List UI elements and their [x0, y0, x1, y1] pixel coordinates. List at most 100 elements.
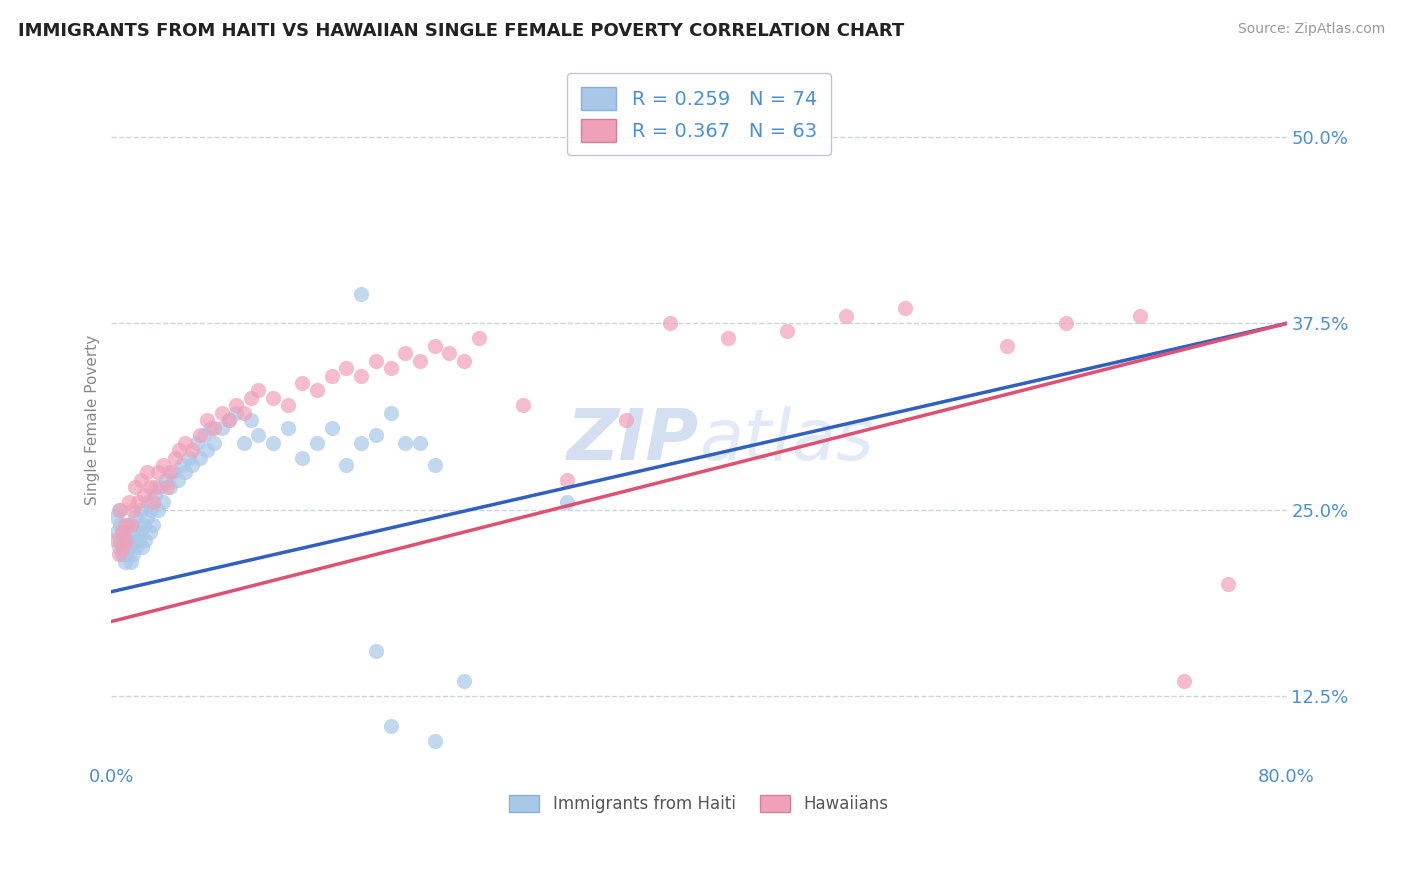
Point	[225, 398, 247, 412]
Point	[129, 502, 152, 516]
Point	[110, 517, 132, 532]
Point	[321, 368, 343, 383]
Point	[225, 406, 247, 420]
Point	[997, 339, 1019, 353]
Point	[380, 719, 402, 733]
Point	[105, 525, 128, 540]
Point	[188, 450, 211, 465]
Text: atlas: atlas	[699, 407, 873, 475]
Point	[394, 346, 416, 360]
Point	[239, 413, 262, 427]
Point	[776, 324, 799, 338]
Point	[149, 480, 172, 494]
Point	[409, 435, 432, 450]
Point	[128, 533, 150, 547]
Point	[141, 495, 163, 509]
Point	[114, 555, 136, 569]
Point	[239, 391, 262, 405]
Point	[380, 406, 402, 420]
Y-axis label: Single Female Poverty: Single Female Poverty	[86, 335, 100, 506]
Point	[114, 517, 136, 532]
Point	[555, 473, 578, 487]
Point	[124, 480, 146, 494]
Point	[307, 435, 329, 450]
Point	[893, 301, 915, 316]
Point	[232, 435, 254, 450]
Point	[394, 435, 416, 450]
Point	[156, 480, 179, 494]
Point	[350, 286, 373, 301]
Point	[132, 488, 155, 502]
Point	[111, 525, 134, 540]
Point	[195, 443, 218, 458]
Point	[277, 398, 299, 412]
Point	[122, 525, 145, 540]
Point	[129, 473, 152, 487]
Point	[125, 540, 148, 554]
Point	[115, 533, 138, 547]
Point	[107, 548, 129, 562]
Point	[129, 525, 152, 540]
Point	[112, 525, 135, 540]
Text: ZIP: ZIP	[567, 407, 699, 475]
Point	[136, 495, 159, 509]
Point	[145, 480, 167, 494]
Point	[110, 533, 132, 547]
Point	[467, 331, 489, 345]
Point	[307, 384, 329, 398]
Point	[110, 502, 132, 516]
Point	[512, 398, 534, 412]
Point	[155, 473, 177, 487]
Point	[135, 510, 157, 524]
Point	[120, 517, 142, 532]
Point	[439, 346, 461, 360]
Point	[152, 458, 174, 472]
Point	[107, 502, 129, 516]
Point	[131, 540, 153, 554]
Point	[173, 466, 195, 480]
Point	[350, 368, 373, 383]
Point	[291, 376, 314, 390]
Point	[138, 525, 160, 540]
Point	[423, 733, 446, 747]
Point	[186, 435, 208, 450]
Point	[134, 533, 156, 547]
Point	[181, 458, 204, 472]
Point	[364, 353, 387, 368]
Point	[115, 548, 138, 562]
Point	[350, 435, 373, 450]
Point	[181, 443, 204, 458]
Point	[111, 548, 134, 562]
Point	[163, 450, 186, 465]
Point	[193, 428, 215, 442]
Point	[717, 331, 740, 345]
Point	[262, 391, 284, 405]
Point	[1173, 674, 1195, 689]
Point	[453, 674, 475, 689]
Point	[104, 510, 127, 524]
Point	[380, 361, 402, 376]
Point	[159, 466, 181, 480]
Point	[118, 540, 141, 554]
Point	[423, 339, 446, 353]
Point	[321, 421, 343, 435]
Legend: Immigrants from Haiti, Hawaiians: Immigrants from Haiti, Hawaiians	[499, 785, 898, 823]
Point	[112, 540, 135, 554]
Point	[1216, 577, 1239, 591]
Point	[291, 450, 314, 465]
Point	[127, 517, 149, 532]
Point	[179, 450, 201, 465]
Point	[555, 495, 578, 509]
Point	[335, 361, 357, 376]
Point	[141, 517, 163, 532]
Point	[112, 540, 135, 554]
Text: IMMIGRANTS FROM HAITI VS HAWAIIAN SINGLE FEMALE POVERTY CORRELATION CHART: IMMIGRANTS FROM HAITI VS HAWAIIAN SINGLE…	[18, 22, 904, 40]
Point	[658, 317, 681, 331]
Point	[162, 466, 184, 480]
Point	[423, 458, 446, 472]
Point	[200, 421, 222, 435]
Point	[195, 413, 218, 427]
Point	[145, 488, 167, 502]
Point	[364, 428, 387, 442]
Point	[173, 435, 195, 450]
